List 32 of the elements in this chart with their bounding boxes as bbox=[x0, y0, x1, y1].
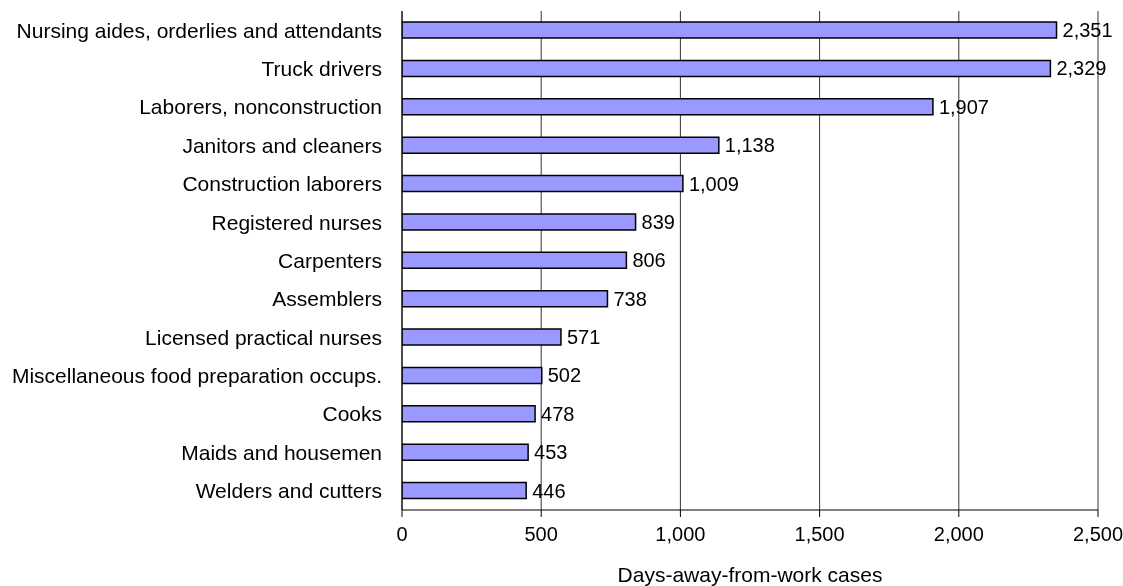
data-label: 571 bbox=[566, 326, 601, 349]
x-tick-label: 500 bbox=[524, 523, 558, 546]
y-tick-label: Nursing aides, orderlies and attendants bbox=[16, 18, 382, 42]
y-tick-label: Truck drivers bbox=[261, 57, 382, 81]
x-tick-label: 1,500 bbox=[794, 523, 845, 546]
x-tick-label: 2,000 bbox=[933, 523, 984, 546]
x-tick-label: 0 bbox=[396, 523, 408, 546]
x-axis-title: Days-away-from-work cases bbox=[617, 563, 883, 586]
data-label: 806 bbox=[632, 249, 666, 272]
y-tick-label: Assemblers bbox=[272, 287, 382, 311]
y-tick-label: Maids and housemen bbox=[181, 440, 382, 464]
y-tick-label: Janitors and cleaners bbox=[182, 133, 382, 157]
y-tick-label: Miscellaneous food preparation occups. bbox=[11, 364, 382, 388]
y-tick-label: Licensed practical nurses bbox=[145, 325, 382, 349]
y-tick-label: Laborers, nonconstruction bbox=[139, 95, 382, 119]
y-tick-label: Construction laborers bbox=[182, 172, 382, 196]
data-label: 502 bbox=[547, 364, 582, 387]
y-tick-label: Registered nurses bbox=[211, 210, 382, 234]
data-label: 446 bbox=[532, 479, 566, 502]
data-label: 2,351 bbox=[1062, 19, 1113, 41]
y-tick-label: Welders and cutters bbox=[195, 479, 382, 503]
data-label: 1,138 bbox=[724, 134, 775, 157]
data-label: 478 bbox=[541, 402, 575, 425]
x-tick-label: 1,000 bbox=[655, 523, 706, 546]
y-tick-label: Cooks bbox=[322, 402, 382, 426]
x-tick-label: 2,500 bbox=[1072, 523, 1123, 546]
data-label: 738 bbox=[613, 287, 647, 310]
data-label: 2,329 bbox=[1056, 57, 1107, 80]
y-tick-label: Carpenters bbox=[278, 248, 382, 272]
data-label: 839 bbox=[641, 210, 675, 233]
data-label: 1,009 bbox=[688, 172, 739, 195]
data-label: 453 bbox=[534, 441, 568, 464]
